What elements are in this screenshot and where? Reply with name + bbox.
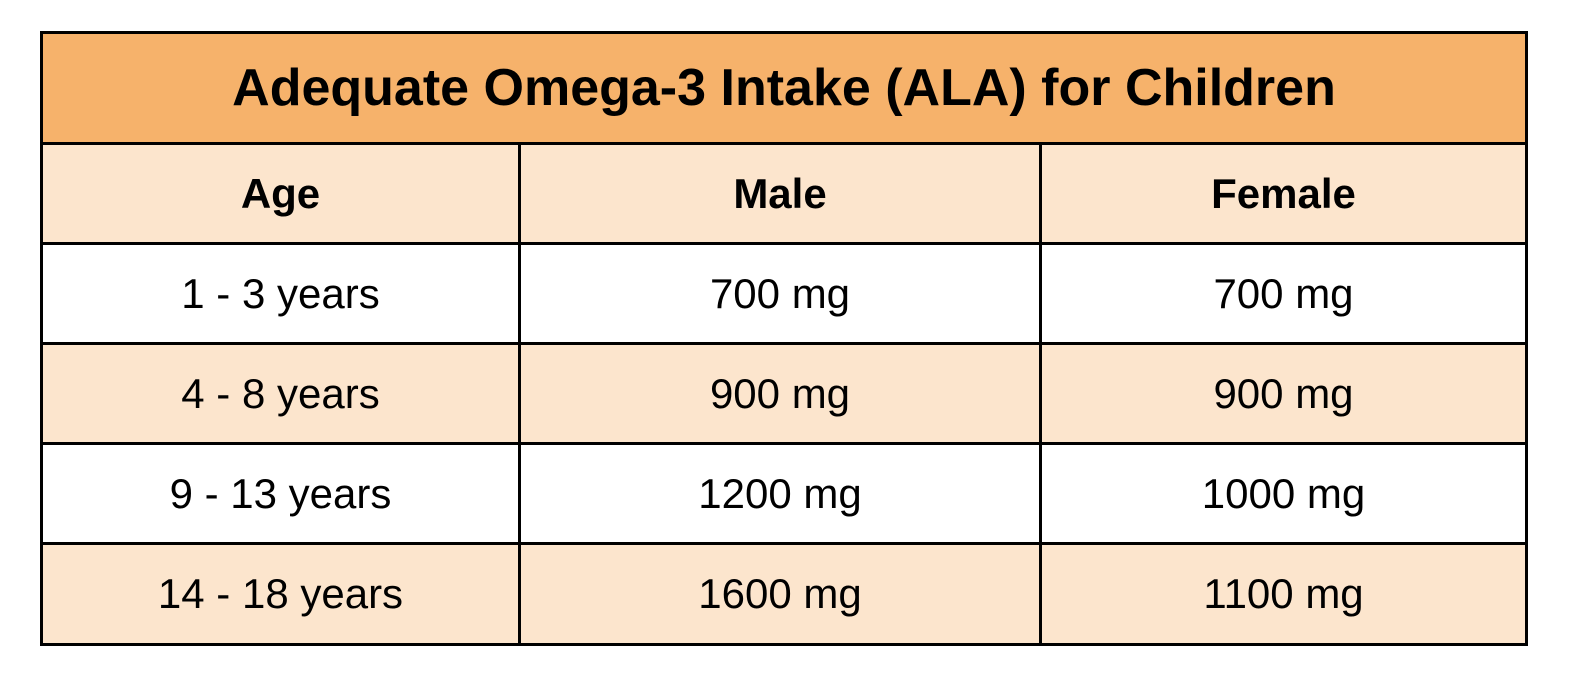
age-cell: 14 - 18 years [43, 545, 521, 643]
male-cell: 900 mg [521, 345, 1042, 442]
table-row: 9 - 13 years 1200 mg 1000 mg [43, 445, 1525, 545]
female-cell: 700 mg [1213, 269, 1354, 317]
header-female: Female [1211, 169, 1356, 217]
female-cell: 1000 mg [1201, 469, 1366, 517]
female-cell: 1100 mg [1203, 570, 1364, 617]
table-row: 1 - 3 years 700 mg 700 mg [43, 245, 1525, 345]
male-cell: 1600 mg [521, 545, 1042, 643]
male-cell: 700 mg [521, 245, 1042, 342]
male-cell: 1200 mg [521, 445, 1042, 542]
header-age: Age [43, 145, 521, 242]
female-cell: 900 mg [1213, 369, 1354, 417]
table-row: 14 - 18 years 1600 mg 1100 mg [43, 545, 1525, 643]
omega3-intake-table: Adequate Omega-3 Intake (ALA) for Childr… [40, 31, 1528, 646]
header-male: Male [521, 145, 1042, 242]
age-cell: 9 - 13 years [43, 445, 521, 542]
table-title: Adequate Omega-3 Intake (ALA) for Childr… [43, 34, 1525, 145]
table-row: 4 - 8 years 900 mg 900 mg [43, 345, 1525, 445]
age-cell: 1 - 3 years [43, 245, 521, 342]
age-cell: 4 - 8 years [43, 345, 521, 442]
header-row: Age Male Female [43, 145, 1525, 245]
